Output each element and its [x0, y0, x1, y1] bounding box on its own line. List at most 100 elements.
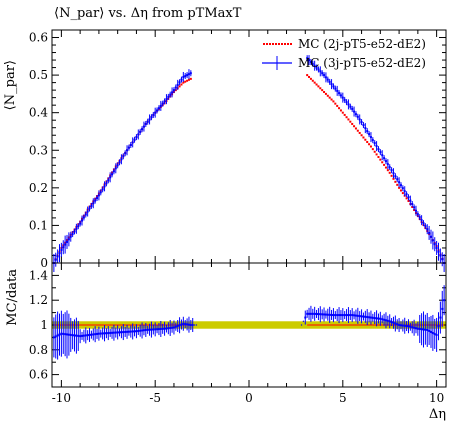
data-point [120, 158, 123, 161]
data-point [187, 73, 190, 76]
data-point [336, 89, 339, 92]
data-point [142, 125, 145, 128]
y-tick-label: 0.2 [29, 181, 48, 195]
ratio-point [347, 314, 350, 317]
ratio-point [137, 329, 140, 332]
data-point [411, 202, 414, 205]
x-tick-label: 10 [429, 391, 444, 405]
data-point [369, 136, 372, 139]
data-point [392, 172, 395, 175]
ratio-point [82, 334, 85, 337]
data-point [71, 233, 74, 236]
data-point [383, 157, 386, 160]
data-point [86, 210, 89, 213]
ratio-point [133, 330, 136, 333]
ratio-point [178, 324, 181, 327]
ratio-point [75, 334, 78, 337]
data-point [127, 146, 130, 149]
ratio-point [368, 316, 371, 319]
data-point [429, 235, 432, 238]
ratio-point [127, 330, 130, 333]
ratio-point [165, 327, 168, 330]
ratio-point [317, 313, 320, 316]
legend-label: MC (3j-pT5-e52-dE2) [298, 56, 426, 70]
data-point [184, 75, 187, 78]
data-point [336, 104, 339, 107]
data-point [178, 85, 181, 88]
data-point [343, 98, 346, 101]
y-tick-label: 0.1 [29, 218, 48, 232]
data-point [90, 204, 93, 207]
ratio-point [377, 317, 380, 320]
ratio-point [334, 314, 337, 317]
ratio-point [52, 336, 55, 339]
ratio-point [366, 316, 369, 319]
data-point [308, 75, 311, 78]
data-point [401, 192, 404, 195]
ratio-point [114, 331, 117, 334]
data-point [150, 116, 153, 119]
y-tick-label: 0.5 [29, 68, 48, 82]
data-point [96, 196, 99, 199]
data-point [58, 252, 61, 255]
data-point [180, 83, 183, 86]
ratio-point [304, 316, 307, 319]
data-point [369, 145, 372, 148]
data-point [317, 85, 320, 88]
data-point [384, 166, 387, 169]
ratio-point [394, 322, 397, 325]
y-tick-label: 0.4 [29, 106, 48, 120]
data-point [360, 121, 363, 124]
ratio-point [375, 317, 378, 320]
ratio-point [182, 322, 185, 325]
data-point [171, 91, 174, 94]
data-point [323, 91, 326, 94]
data-point [146, 120, 149, 123]
data-point [309, 60, 312, 63]
data-point [407, 199, 410, 202]
data-point [379, 151, 382, 154]
ratio-point [69, 333, 72, 336]
data-point [388, 166, 391, 169]
ratio-point [171, 326, 174, 329]
ratio-point [86, 334, 89, 337]
data-point [126, 149, 129, 152]
ratio-point [105, 332, 108, 335]
ratio-point [336, 314, 339, 317]
data-point [321, 89, 324, 92]
ratio-y-tick-label: 1.4 [29, 268, 48, 282]
data-point [101, 188, 104, 191]
y-axis-label: ⟨N_par⟩ [3, 60, 18, 110]
data-point [319, 87, 322, 90]
ratio-point [309, 312, 312, 315]
data-point [328, 80, 331, 83]
data-point [324, 92, 327, 95]
data-point [420, 219, 423, 222]
ratio-series-blue [52, 285, 446, 360]
ratio-point [161, 327, 164, 330]
ratio-point [398, 324, 401, 326]
data-point [334, 102, 337, 105]
data-point [392, 177, 395, 180]
data-point [326, 78, 329, 81]
data-point [311, 79, 314, 82]
data-point [441, 258, 444, 261]
ratio-point [418, 327, 421, 330]
data-point [109, 176, 112, 179]
data-point [306, 57, 309, 60]
ratio-point [174, 325, 177, 328]
ratio-point [343, 314, 346, 317]
data-point [394, 180, 397, 183]
data-point [377, 148, 380, 151]
data-point [341, 96, 344, 99]
data-point [377, 156, 380, 159]
data-point [345, 101, 348, 104]
data-point [308, 59, 311, 62]
data-point [163, 100, 166, 103]
ratio-point [428, 329, 431, 332]
ratio-point [112, 331, 115, 334]
legend-marker [272, 43, 274, 45]
data-point [137, 133, 140, 136]
ratio-point [424, 328, 427, 331]
